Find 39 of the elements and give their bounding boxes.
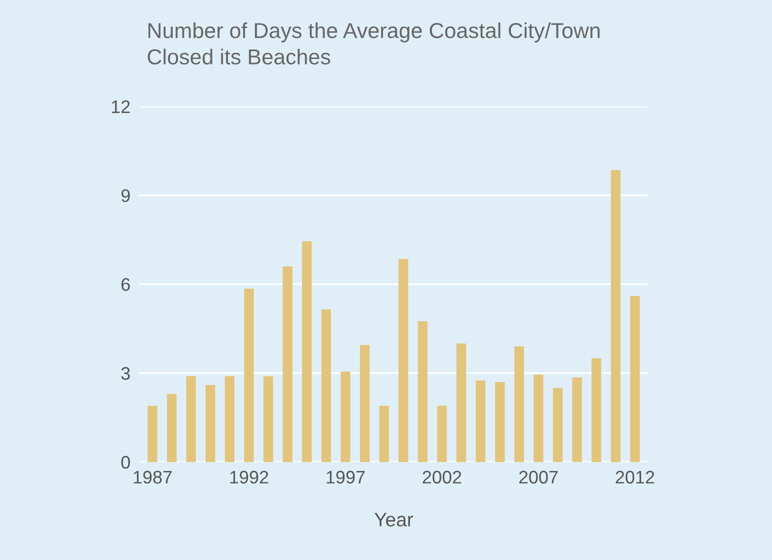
bar [592, 358, 602, 462]
bar [166, 394, 177, 462]
bar [206, 384, 216, 462]
bar [360, 344, 370, 462]
x-tick-label: 1992 [230, 470, 268, 484]
chart-title: Number of Days the Average Coastal City/Town Closed its Beaches [148, 22, 600, 65]
bar [321, 309, 331, 462]
bar [552, 388, 563, 462]
y-tick-label: 12 [112, 100, 130, 113]
bar [534, 374, 544, 462]
bar [186, 376, 196, 462]
bar [244, 288, 254, 462]
bar [263, 376, 274, 462]
bar [610, 170, 620, 462]
bar [398, 259, 408, 462]
x-tick-label: 2002 [422, 470, 462, 484]
x-tick-label: 1987 [134, 470, 172, 484]
x-axis-title: Year [374, 512, 414, 526]
bar [418, 321, 428, 462]
bar [630, 296, 640, 462]
bar [495, 382, 505, 462]
bar [282, 266, 292, 462]
y-tick-label: 3 [121, 367, 130, 380]
bar [340, 372, 350, 462]
x-tick-label: 2012 [616, 470, 654, 484]
y-tick-label: 0 [121, 456, 130, 469]
bar [224, 376, 234, 462]
bar [456, 343, 466, 462]
bar [379, 406, 389, 462]
bar [476, 380, 486, 462]
bar [514, 346, 524, 462]
bar [148, 406, 158, 462]
x-tick-label: 2007 [519, 470, 558, 484]
y-tick-label: 6 [122, 278, 130, 291]
bar [437, 406, 447, 462]
bar [572, 378, 582, 462]
x-tick-label: 1997 [326, 470, 365, 484]
bar [302, 241, 312, 462]
y-tick-label: 9 [121, 189, 130, 202]
